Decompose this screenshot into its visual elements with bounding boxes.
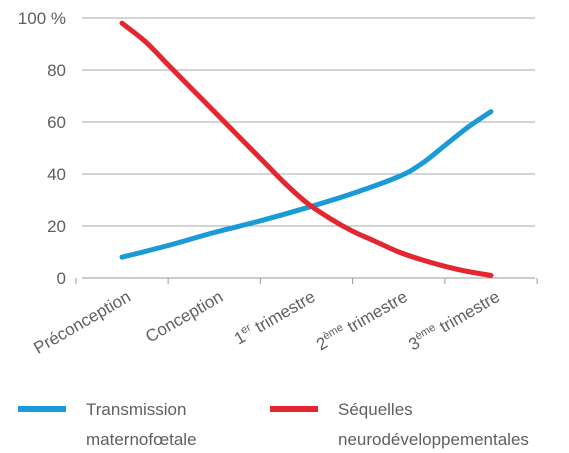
series-line-1 [119, 109, 494, 260]
legend-label: neurodéveloppementales [338, 430, 529, 449]
legend-entry-2: Séquelles neurodéveloppementales [270, 400, 529, 449]
y-tick-label: 60 [47, 113, 66, 132]
x-category-label-suffix: trimestre [340, 287, 411, 339]
x-category-label-suffix: trimestre [432, 287, 503, 339]
y-tick-label: 100 % [18, 9, 66, 28]
x-category-label: Conception [142, 287, 226, 346]
x-axis-category-labels: Préconception Conception 1er trimestre2ème… [30, 286, 503, 358]
x-axis [75, 278, 538, 284]
x-category-label: 2ème trimestre [313, 286, 411, 354]
y-axis-tick-labels: 0 20 40 60 80 100 % [18, 9, 66, 288]
legend: Transmission maternofœtale Séquelles neurod… [18, 400, 529, 449]
y-tick-label: 40 [47, 165, 66, 184]
y-tick-label: 80 [47, 61, 66, 80]
x-category-label: Préconception [30, 287, 134, 358]
x-category-label-main: Préconception [30, 287, 134, 358]
y-tick-label: 0 [57, 269, 66, 288]
series-lines [119, 20, 494, 278]
x-category-label-main: Conception [142, 287, 226, 346]
legend-entry-1: Transmission maternofœtale [18, 400, 197, 449]
x-category-label: 3ème trimestre [405, 286, 503, 354]
legend-swatch [270, 406, 318, 412]
grid [82, 17, 535, 279]
legend-label: maternofœtale [86, 430, 197, 449]
legend-label: Séquelles [338, 400, 413, 419]
y-tick-label: 20 [47, 217, 66, 236]
series-line-2 [119, 20, 494, 278]
legend-label: Transmission [86, 400, 186, 419]
legend-swatch [18, 406, 66, 412]
x-category-label-suffix: trimestre [248, 287, 319, 339]
x-category-label: 1er trimestre [230, 286, 318, 348]
